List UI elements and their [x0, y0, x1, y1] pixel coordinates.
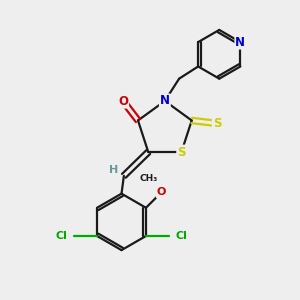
- Text: N: N: [160, 94, 170, 107]
- Text: S: S: [213, 117, 221, 130]
- Text: O: O: [157, 187, 166, 197]
- Text: Cl: Cl: [176, 231, 188, 241]
- Text: CH₃: CH₃: [140, 174, 158, 183]
- Text: O: O: [118, 94, 128, 108]
- Text: S: S: [177, 146, 186, 158]
- Text: H: H: [109, 166, 118, 176]
- Text: N: N: [236, 36, 245, 49]
- Text: Cl: Cl: [56, 231, 67, 241]
